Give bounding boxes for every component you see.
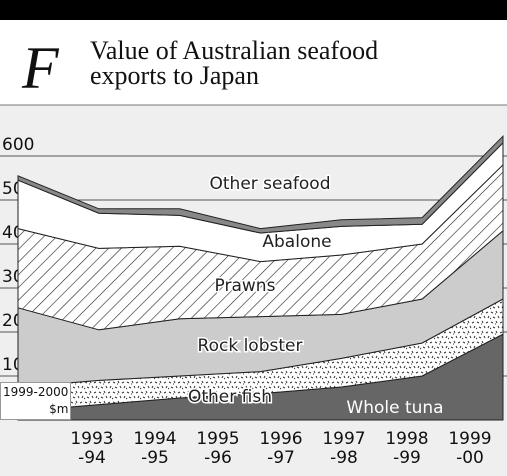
x-tick-label: 1993 -94: [70, 429, 114, 468]
x-tick-label: 1994 -95: [133, 429, 177, 468]
x-tick-label: 1995 -96: [196, 429, 240, 468]
area-label: Rock lobster: [198, 336, 303, 356]
area-label: Other seafood: [210, 174, 331, 194]
area-label: Prawns: [215, 276, 276, 296]
chart-title: Value of Australian seafood exports to J…: [90, 36, 379, 90]
area-label: Other fish: [188, 387, 272, 407]
top-bar: [0, 0, 507, 20]
x-tick-label: 1998 -99: [385, 429, 429, 468]
y-tick-label: 600: [2, 135, 34, 155]
x-tick-label: 1996 -97: [259, 429, 303, 468]
x-tick-label: 1999 -00: [448, 429, 492, 468]
x-tick-label: 1997 -98: [322, 429, 366, 468]
area-label: Abalone: [262, 232, 331, 252]
y-axis-label: 1999-2000 $m: [0, 382, 72, 420]
area: [17, 134, 504, 234]
panel-label: F: [22, 35, 59, 101]
area-label: Whole tuna: [346, 398, 443, 418]
